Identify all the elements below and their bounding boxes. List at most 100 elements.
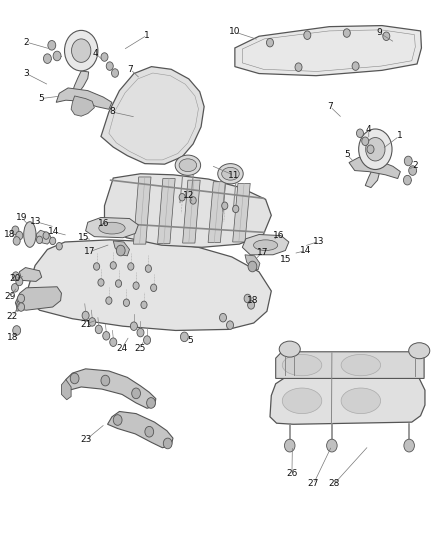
Circle shape (351, 62, 358, 70)
Ellipse shape (408, 343, 429, 359)
Circle shape (145, 265, 151, 272)
Circle shape (64, 30, 98, 71)
Text: 28: 28 (328, 480, 339, 488)
Circle shape (365, 138, 384, 161)
Text: 2: 2 (24, 38, 29, 46)
Circle shape (150, 284, 156, 292)
Circle shape (141, 301, 147, 309)
Text: 3: 3 (23, 69, 29, 78)
Text: 18: 18 (246, 296, 258, 304)
Ellipse shape (340, 354, 380, 376)
Text: 18: 18 (4, 230, 15, 239)
Circle shape (232, 205, 238, 213)
Circle shape (13, 237, 20, 245)
Polygon shape (348, 157, 399, 179)
Circle shape (403, 156, 411, 166)
Circle shape (382, 32, 389, 41)
Circle shape (356, 129, 363, 138)
Circle shape (127, 263, 134, 270)
Circle shape (43, 232, 49, 239)
Polygon shape (242, 235, 288, 255)
Circle shape (88, 318, 95, 326)
Circle shape (49, 237, 56, 245)
Ellipse shape (99, 222, 125, 234)
Circle shape (143, 336, 150, 344)
Polygon shape (107, 411, 173, 448)
Text: 13: 13 (312, 237, 324, 246)
Circle shape (284, 439, 294, 452)
Text: 12: 12 (183, 191, 194, 199)
Text: 4: 4 (93, 49, 98, 58)
Text: 26: 26 (286, 470, 297, 478)
Text: 18: 18 (7, 333, 19, 342)
Text: 1: 1 (396, 132, 402, 140)
Text: 13: 13 (30, 217, 42, 226)
Circle shape (16, 231, 23, 240)
Circle shape (247, 261, 256, 272)
Ellipse shape (253, 240, 277, 251)
Polygon shape (72, 71, 88, 93)
Circle shape (101, 375, 110, 386)
Circle shape (179, 193, 185, 201)
Circle shape (93, 263, 99, 270)
Circle shape (226, 321, 233, 329)
Polygon shape (232, 183, 250, 242)
Circle shape (18, 294, 25, 303)
Circle shape (12, 272, 19, 280)
Text: 9: 9 (375, 28, 381, 37)
Circle shape (244, 294, 251, 303)
Circle shape (294, 63, 301, 71)
Ellipse shape (279, 341, 300, 357)
Text: 10: 10 (229, 28, 240, 36)
Text: 2: 2 (411, 161, 417, 169)
Circle shape (326, 439, 336, 452)
Ellipse shape (175, 155, 200, 175)
Polygon shape (61, 379, 71, 400)
Text: 4: 4 (365, 125, 371, 134)
Circle shape (130, 322, 137, 330)
Circle shape (102, 332, 110, 340)
Text: 5: 5 (187, 336, 193, 345)
Ellipse shape (282, 354, 321, 376)
Circle shape (137, 328, 144, 337)
Polygon shape (244, 255, 259, 270)
Polygon shape (101, 67, 204, 164)
Circle shape (303, 31, 310, 39)
Circle shape (43, 54, 51, 63)
Circle shape (70, 373, 79, 384)
Polygon shape (113, 241, 129, 256)
Circle shape (343, 29, 350, 37)
Polygon shape (269, 376, 424, 424)
Circle shape (53, 51, 61, 61)
Text: 25: 25 (134, 344, 146, 352)
Ellipse shape (217, 164, 243, 184)
Circle shape (146, 398, 155, 408)
Text: 21: 21 (80, 320, 91, 328)
Circle shape (247, 301, 254, 309)
Ellipse shape (24, 222, 36, 247)
Circle shape (13, 326, 21, 335)
Text: 16: 16 (98, 219, 110, 228)
Circle shape (16, 277, 23, 286)
Text: 15: 15 (279, 255, 291, 264)
Circle shape (408, 166, 416, 175)
Text: 11: 11 (228, 171, 239, 180)
Text: 5: 5 (343, 150, 349, 159)
Polygon shape (275, 352, 423, 378)
Text: 23: 23 (80, 435, 92, 444)
Circle shape (116, 245, 125, 256)
Circle shape (48, 41, 56, 50)
Circle shape (403, 439, 413, 452)
Polygon shape (104, 174, 271, 247)
Polygon shape (56, 88, 112, 109)
Circle shape (115, 280, 121, 287)
Polygon shape (208, 182, 225, 243)
Polygon shape (17, 294, 21, 311)
Text: 14: 14 (300, 246, 311, 255)
Polygon shape (85, 217, 138, 238)
Ellipse shape (282, 388, 321, 414)
Circle shape (163, 438, 172, 449)
Text: 1: 1 (144, 31, 150, 39)
Circle shape (131, 388, 140, 399)
Text: 17: 17 (84, 247, 95, 256)
